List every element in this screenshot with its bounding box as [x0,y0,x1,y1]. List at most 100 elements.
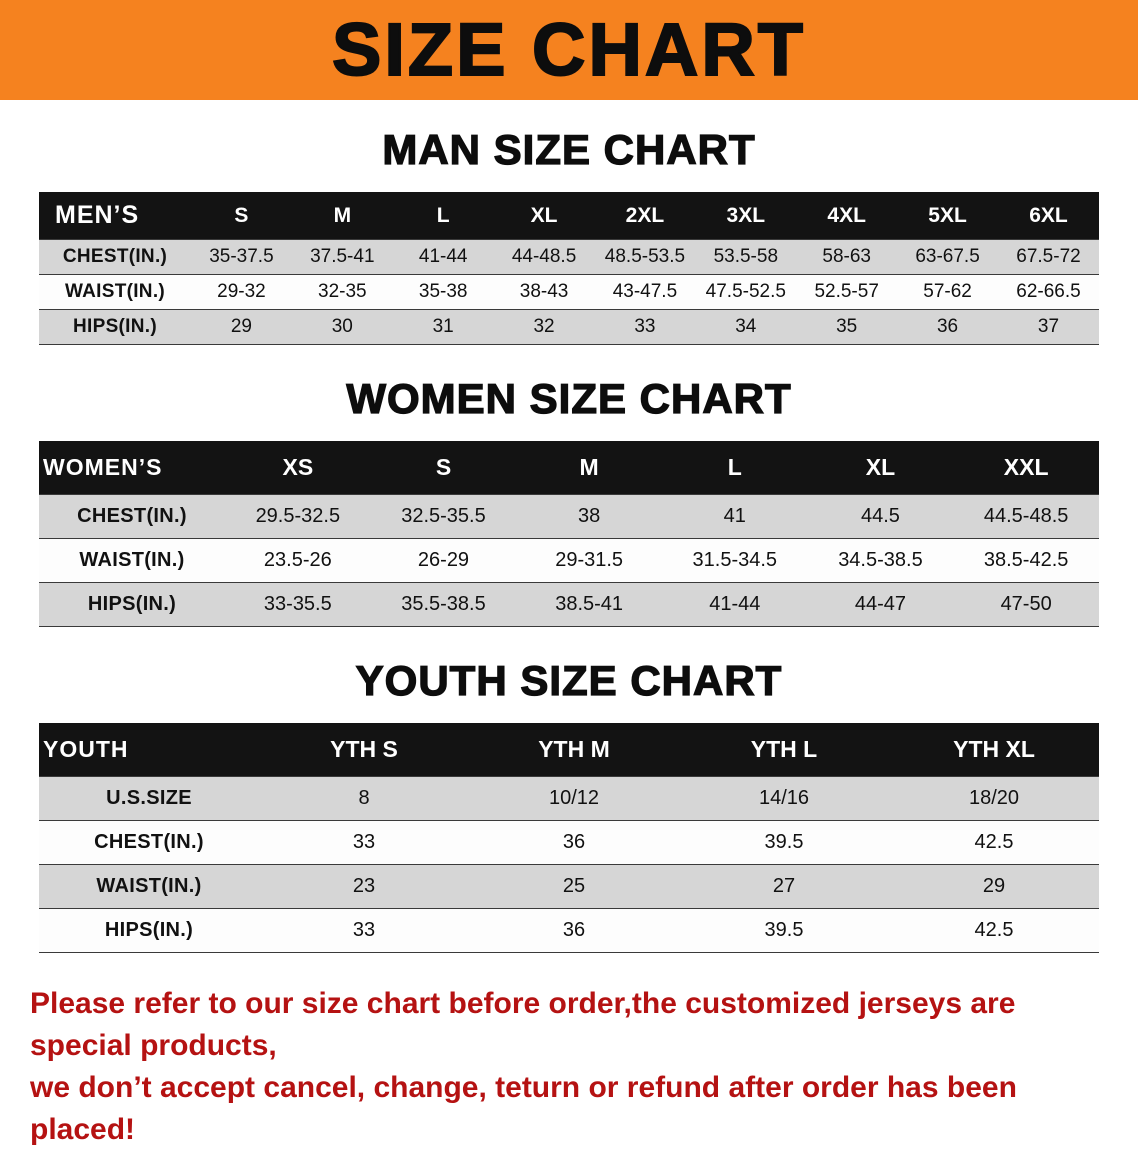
column-header: YTH L [679,723,889,777]
banner-title: SIZE CHART [331,8,806,91]
men-table-title: MEN’S [39,192,191,240]
women-table-title: WOMEN’S [39,441,225,495]
size-cell: 34 [695,309,797,345]
size-cell: 26-29 [370,538,517,583]
size-cell: 44.5 [807,494,954,539]
column-header: YTH S [259,723,469,777]
size-cell: 37 [998,309,1099,345]
size-cell: 33 [259,820,469,865]
column-header: S [370,441,517,495]
footer-note: Please refer to our size chart before or… [30,983,1110,1151]
size-cell: 8 [259,776,469,821]
row-label: WAIST(IN.) [39,864,259,909]
size-cell: 47-50 [953,582,1099,627]
size-cell: 32.5-35.5 [370,494,517,539]
size-cell: 43-47.5 [594,274,696,310]
size-cell: 37.5-41 [291,239,393,275]
women-section: WOMEN SIZE CHART WOMEN’S XS S M L XL XXL… [0,374,1138,627]
size-cell: 33 [594,309,696,345]
size-cell: 44-47 [807,582,954,627]
women-heading: WOMEN SIZE CHART [346,374,792,422]
row-label: HIPS(IN.) [39,309,191,345]
size-cell: 36 [469,820,679,865]
women-size-table: WOMEN’S XS S M L XL XXL CHEST(IN.) 29.5-… [39,441,1099,627]
size-cell: 14/16 [679,776,889,821]
size-cell: 41-44 [661,582,808,627]
row-label: WAIST(IN.) [39,274,191,310]
size-cell: 35-38 [392,274,494,310]
men-section: MAN SIZE CHART MEN’S S M L XL 2XL 3XL 4X… [0,125,1138,345]
size-cell: 29 [889,864,1099,909]
row-label: CHEST(IN.) [39,494,225,539]
size-cell: 39.5 [679,820,889,865]
table-row: WAIST(IN.) 23 25 27 29 [39,864,1099,909]
column-header: XXL [953,441,1099,495]
size-cell: 63-67.5 [897,239,998,275]
size-cell: 44-48.5 [493,239,595,275]
row-label: HIPS(IN.) [39,908,259,953]
size-cell: 42.5 [889,820,1099,865]
size-cell: 33 [259,908,469,953]
size-cell: 57-62 [897,274,998,310]
youth-section: YOUTH SIZE CHART YOUTH YTH S YTH M YTH L… [0,656,1138,953]
size-cell: 29-31.5 [516,538,662,583]
column-header: 6XL [998,192,1099,240]
size-cell: 38 [516,494,662,539]
size-cell: 27 [679,864,889,909]
size-cell: 31.5-34.5 [661,538,808,583]
size-cell: 32-35 [291,274,393,310]
table-row: U.S.SIZE 8 10/12 14/16 18/20 [39,776,1099,821]
size-cell: 23.5-26 [225,538,371,583]
size-cell: 10/12 [469,776,679,821]
row-label: U.S.SIZE [39,776,259,821]
size-cell: 35-37.5 [191,239,292,275]
size-cell: 36 [469,908,679,953]
column-header: L [661,441,808,495]
size-cell: 25 [469,864,679,909]
row-label: HIPS(IN.) [39,582,225,627]
column-header: 3XL [695,192,797,240]
size-cell: 62-66.5 [998,274,1099,310]
men-heading: MAN SIZE CHART [382,125,756,173]
size-cell: 29.5-32.5 [225,494,371,539]
size-cell: 38.5-41 [516,582,662,627]
size-cell: 39.5 [679,908,889,953]
table-row: HIPS(IN.) 33-35.5 35.5-38.5 38.5-41 41-4… [39,582,1099,627]
column-header: YTH XL [889,723,1099,777]
column-header: L [392,192,494,240]
size-cell: 67.5-72 [998,239,1099,275]
column-header: XL [493,192,595,240]
youth-table-header-row: YOUTH YTH S YTH M YTH L YTH XL [39,723,1099,777]
row-label: CHEST(IN.) [39,820,259,865]
men-table-header-row: MEN’S S M L XL 2XL 3XL 4XL 5XL 6XL [39,192,1099,240]
table-row: CHEST(IN.) 33 36 39.5 42.5 [39,820,1099,865]
men-size-table: MEN’S S M L XL 2XL 3XL 4XL 5XL 6XL CHEST… [39,192,1099,345]
size-cell: 44.5-48.5 [953,494,1099,539]
column-header: M [291,192,393,240]
size-cell: 33-35.5 [225,582,371,627]
women-table-header-row: WOMEN’S XS S M L XL XXL [39,441,1099,495]
column-header: XL [807,441,954,495]
size-cell: 36 [897,309,998,345]
size-cell: 42.5 [889,908,1099,953]
column-header: S [191,192,292,240]
table-row: HIPS(IN.) 29 30 31 32 33 34 35 36 37 [39,309,1099,345]
footer-note-line: Please refer to our size chart before or… [30,987,1016,1062]
size-cell: 35.5-38.5 [370,582,517,627]
size-cell: 48.5-53.5 [594,239,696,275]
size-cell: 41-44 [392,239,494,275]
column-header: XS [225,441,371,495]
column-header: M [516,441,662,495]
size-cell: 32 [493,309,595,345]
youth-heading: YOUTH SIZE CHART [355,656,783,704]
row-label: CHEST(IN.) [39,239,191,275]
size-cell: 41 [661,494,808,539]
size-cell: 53.5-58 [695,239,797,275]
table-row: CHEST(IN.) 35-37.5 37.5-41 41-44 44-48.5… [39,239,1099,275]
size-cell: 31 [392,309,494,345]
table-row: CHEST(IN.) 29.5-32.5 32.5-35.5 38 41 44.… [39,494,1099,539]
banner: SIZE CHART [0,0,1138,100]
size-cell: 18/20 [889,776,1099,821]
size-cell: 29-32 [191,274,292,310]
youth-size-table: YOUTH YTH S YTH M YTH L YTH XL U.S.SIZE … [39,723,1099,953]
